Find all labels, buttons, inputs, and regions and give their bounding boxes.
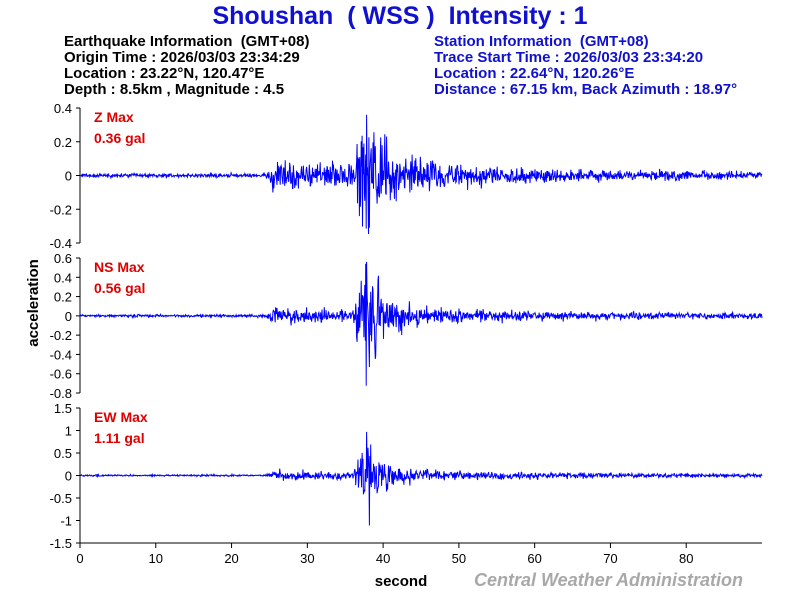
z-y-tick-label: -0.4 (50, 236, 72, 251)
x-tick-label: 50 (452, 551, 466, 566)
ns-max-value: 0.56 gal (94, 280, 145, 296)
ew-y-tick-label: 1.5 (54, 401, 72, 416)
ns-max-label: NS Max (94, 259, 145, 275)
epicenter-location: Location : 23.22°N, 120.47°E (64, 65, 265, 82)
ew-y-tick-label: 0 (65, 469, 72, 484)
z-max-value: 0.36 gal (94, 130, 145, 146)
ns-y-tick-label: -0.4 (50, 347, 72, 362)
z-y-tick-label: 0 (65, 169, 72, 184)
z-y-tick-label: 0.4 (54, 101, 72, 116)
x-tick-label: 30 (300, 551, 314, 566)
x-tick-label: 0 (76, 551, 83, 566)
ew-max-label: EW Max (94, 409, 148, 425)
station-info-heading: Station Information (GMT+08) (434, 33, 649, 50)
origin-time: Origin Time : 2026/03/03 23:34:29 (64, 49, 300, 66)
ew-waveform (79, 431, 763, 526)
earthquake-info: Earthquake Information (GMT+08) Origin T… (64, 34, 309, 98)
x-tick-label: 60 (527, 551, 541, 566)
ns-waveform (79, 261, 763, 386)
ew-y-tick-label: 1 (65, 424, 72, 439)
depth-magnitude: Depth : 8.5km , Magnitude : 4.5 (64, 81, 285, 98)
y-axis-label: acceleration (25, 259, 42, 347)
ew-max-value: 1.11 gal (94, 430, 145, 446)
footer-credit: Central Weather Administration (474, 570, 744, 590)
station-info: Station Information (GMT+08) Trace Start… (434, 34, 737, 98)
x-tick-label: 70 (603, 551, 617, 566)
x-axis-label: second (375, 573, 428, 590)
earthquake-info-heading: Earthquake Information (GMT+08) (64, 33, 310, 50)
ns-y-tick-label: -0.8 (50, 386, 72, 401)
ns-y-tick-label: -0.2 (50, 328, 72, 343)
z-max-label: Z Max (94, 109, 134, 125)
ns-y-tick-label: 0.6 (54, 251, 72, 266)
ns-y-tick-label: 0.4 (54, 270, 72, 285)
ew-y-tick-label: 0.5 (54, 446, 72, 461)
ew-y-tick-label: -0.5 (50, 491, 72, 506)
x-tick-label: 80 (679, 551, 693, 566)
distance-azimuth: Distance : 67.15 km, Back Azimuth : 18.9… (434, 81, 738, 98)
z-waveform (79, 114, 763, 235)
ew-y-tick-label: -1 (60, 514, 72, 529)
ns-y-tick-label: -0.6 (50, 367, 72, 382)
ns-y-tick-label: 0.2 (54, 290, 72, 305)
z-y-tick-label: 0.2 (54, 135, 72, 150)
x-tick-label: 10 (149, 551, 163, 566)
x-tick-label: 40 (376, 551, 390, 566)
x-tick-label: 20 (224, 551, 238, 566)
station-location: Location : 22.64°N, 120.26°E (434, 65, 635, 82)
chart-title: Shoushan ( WSS ) Intensity : 1 (212, 2, 588, 30)
ns-y-tick-label: 0 (65, 309, 72, 324)
ew-y-tick-label: -1.5 (50, 536, 72, 551)
z-y-tick-label: -0.2 (50, 202, 72, 217)
trace-start-time: Trace Start Time : 2026/03/03 23:34:20 (434, 49, 704, 66)
